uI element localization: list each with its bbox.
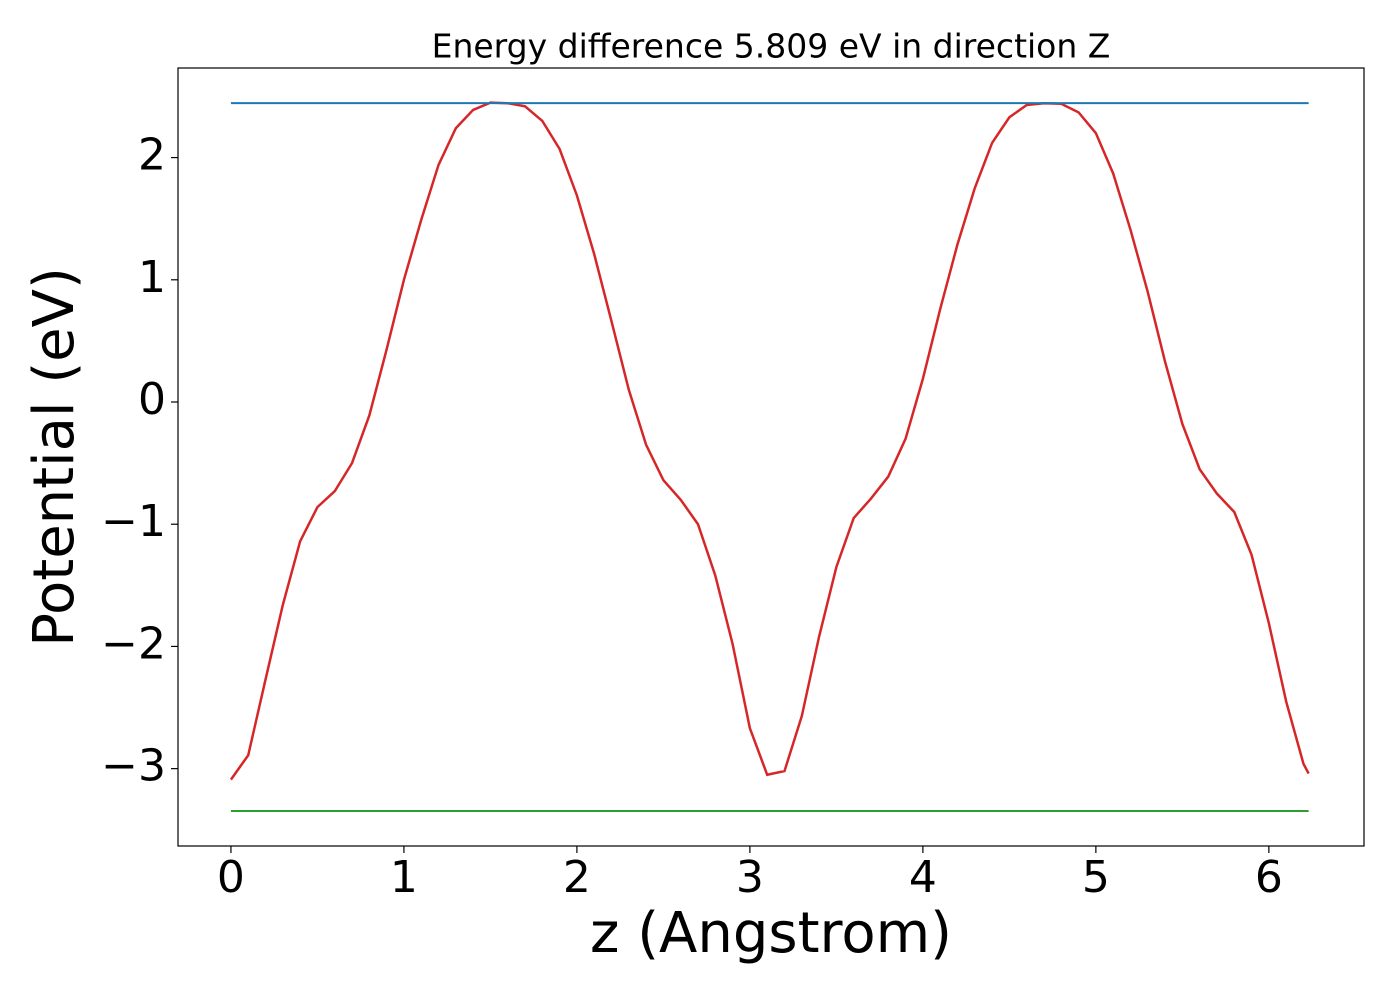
y-tick-label: −3 xyxy=(101,741,166,792)
data-line xyxy=(229,101,1310,781)
x-tick-label: 3 xyxy=(736,852,764,903)
x-tick-label: 0 xyxy=(217,852,245,903)
x-tick-label: 2 xyxy=(563,852,591,903)
chart-title: Energy difference 5.809 eV in direction … xyxy=(432,27,1111,66)
x-tick-label: 5 xyxy=(1082,852,1110,903)
y-tick-label: 1 xyxy=(138,252,166,303)
x-axis-label: z (Angstrom) xyxy=(590,901,952,966)
y-tick-label: 0 xyxy=(138,374,166,425)
x-tick-label: 6 xyxy=(1255,852,1283,903)
x-tick-label: 4 xyxy=(909,852,937,903)
plot-frame xyxy=(177,67,1365,847)
y-axis-label: Potential (eV) xyxy=(22,267,87,647)
y-tick-label: 2 xyxy=(138,130,166,181)
x-tick-label: 1 xyxy=(390,852,418,903)
y-tick-label: −2 xyxy=(101,618,166,669)
y-tick-label: −1 xyxy=(101,496,166,547)
